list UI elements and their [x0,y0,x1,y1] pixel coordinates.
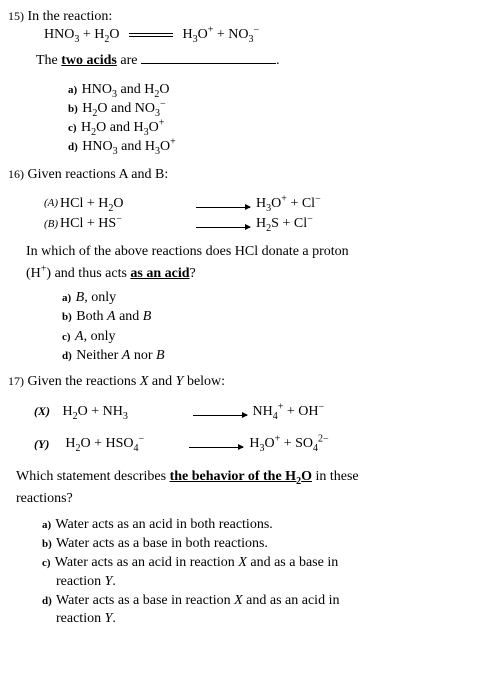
eq-a-left: HCl + H2O [60,195,190,213]
opt-text: H2O and NO3− [82,101,165,116]
q17-opt-d: d) Water acts as a base in reaction X an… [42,592,484,628]
q16-options: a) B, only b) Both A and B c) A, only d)… [62,289,484,365]
opt-label: d) [42,595,52,607]
right-arrow-icon [193,408,247,416]
opt-text: HNO3 and H3O+ [82,139,175,154]
opt-label: c) [62,331,71,343]
right-arrow-icon [196,200,250,208]
q17-equations: (X) H2O + NH3 NH4+ + OH− (Y) H2O + HSO4−… [34,403,484,453]
eq-b-right: H2S + Cl− [256,215,313,233]
q17-header: 17) Given the reactions X and Y below: [8,373,484,391]
q16-opt-c: c) A, only [62,328,484,346]
q17-opt-c: c) Water acts as an acid in reaction X a… [42,554,484,590]
q16-q-l2: (H+) and thus acts as an acid? [26,265,484,283]
q15-underline: two acids [61,53,117,68]
right-arrow-icon [189,440,243,448]
q15-eq-left: HNO3 + H2O [44,27,119,42]
q16-header: 16) Given reactions A and B: [8,166,484,184]
rxn-label-x: (X) [34,404,50,420]
q16-number: 16) [8,167,24,183]
rxn-label-b: (B) [44,217,58,231]
q15-number: 15) [8,9,24,25]
q15-equation: HNO3 + H2O H3O+ + NO3− [44,26,484,44]
q16-opt-a: a) B, only [62,289,484,307]
opt-text: Water acts as an acid in reaction X and … [42,555,338,588]
q15-opt-c: c) H2O and H3O+ [68,119,484,137]
q17-options: a) Water acts as an acid in both reactio… [42,516,484,628]
q17-opt-a: a) Water acts as an acid in both reactio… [42,516,484,534]
opt-label: d) [62,350,72,362]
q16-equations: (A) HCl + H2O H3O+ + Cl− (B) HCl + HS− H… [44,195,484,233]
opt-text: Water acts as a base in both reactions. [56,536,268,551]
q17-opt-b: b) Water acts as a base in both reaction… [42,535,484,553]
q16-q-ud: as an acid [130,266,189,281]
q15-prompt: The two acids are . [36,50,484,70]
opt-label: b) [62,311,72,323]
rxn-label-y: (Y) [34,437,49,453]
q16-opt-d: d) Neither A nor B [62,347,484,365]
q17-q-ud: the behavior of the H2O [170,469,312,484]
q17-eq-y: (Y) H2O + HSO4− H3O+ + SO42− [34,435,484,453]
blank-line [141,50,276,64]
q17-eq-x: (X) H2O + NH3 NH4+ + OH− [34,403,484,421]
eq-y-right: H3O+ + SO42− [249,435,328,453]
q17-line1: Given the reactions X and Y below: [28,373,226,391]
opt-label: c) [42,557,51,569]
opt-text: Water acts as a base in reaction X and a… [42,593,339,626]
opt-label: c) [68,122,77,134]
q15-eq-right: H3O+ + NO3− [182,27,259,42]
q16-eq-a: (A) HCl + H2O H3O+ + Cl− [44,195,484,213]
opt-text: Water acts as an acid in both reactions. [55,517,272,532]
q17-q-l1: Which statement describes the behavior o… [16,468,484,486]
opt-text: HNO3 and H2O [82,82,170,97]
eq-x-right: NH4+ + OH− [253,403,325,421]
opt-text: B, only [76,290,116,305]
eq-b-left: HCl + HS− [60,215,190,233]
eq-y-left: H2O + HSO4− [65,435,183,453]
equilibrium-arrow-icon [127,30,175,40]
opt-label: a) [42,519,51,531]
q15-opt-d: d) HNO3 and H3O+ [68,138,484,156]
q17-q-post: in these [312,469,359,484]
q15-header: 15) In the reaction: [8,8,484,26]
q15-post: are [117,53,141,68]
eq-a-right: H3O+ + Cl− [256,195,321,213]
opt-label: d) [68,141,78,153]
q16-q-pre: (H+) and thus acts [26,266,130,281]
opt-label: b) [68,103,78,115]
q15-opt-a: a) HNO3 and H2O [68,81,484,99]
opt-text: A, only [75,329,115,344]
q15-line1: In the reaction: [28,8,113,26]
q16-line1: Given reactions A and B: [28,166,169,184]
opt-text: H2O and H3O+ [81,120,164,135]
q17-number: 17) [8,374,24,390]
opt-label: a) [68,84,77,96]
q15-opt-b: b) H2O and NO3− [68,100,484,118]
q15-options: a) HNO3 and H2O b) H2O and NO3− c) H2O a… [68,81,484,157]
q16-q-l1: In which of the above reactions does HCl… [26,243,484,261]
eq-x-left: H2O + NH3 [63,403,187,421]
q17-q-pre: Which statement describes [16,469,170,484]
q16-opt-b: b) Both A and B [62,308,484,326]
q17-q-l2: reactions? [16,490,484,508]
rxn-label-a: (A) [44,196,58,210]
opt-text: Neither A nor B [76,348,164,363]
q16-q-post: ? [190,266,196,281]
q16-eq-b: (B) HCl + HS− H2S + Cl− [44,215,484,233]
opt-label: a) [62,292,71,304]
q15-end: . [276,53,280,68]
right-arrow-icon [196,220,250,228]
opt-text: Both A and B [76,309,151,324]
q15-pre: The [36,53,61,68]
opt-label: b) [42,538,52,550]
